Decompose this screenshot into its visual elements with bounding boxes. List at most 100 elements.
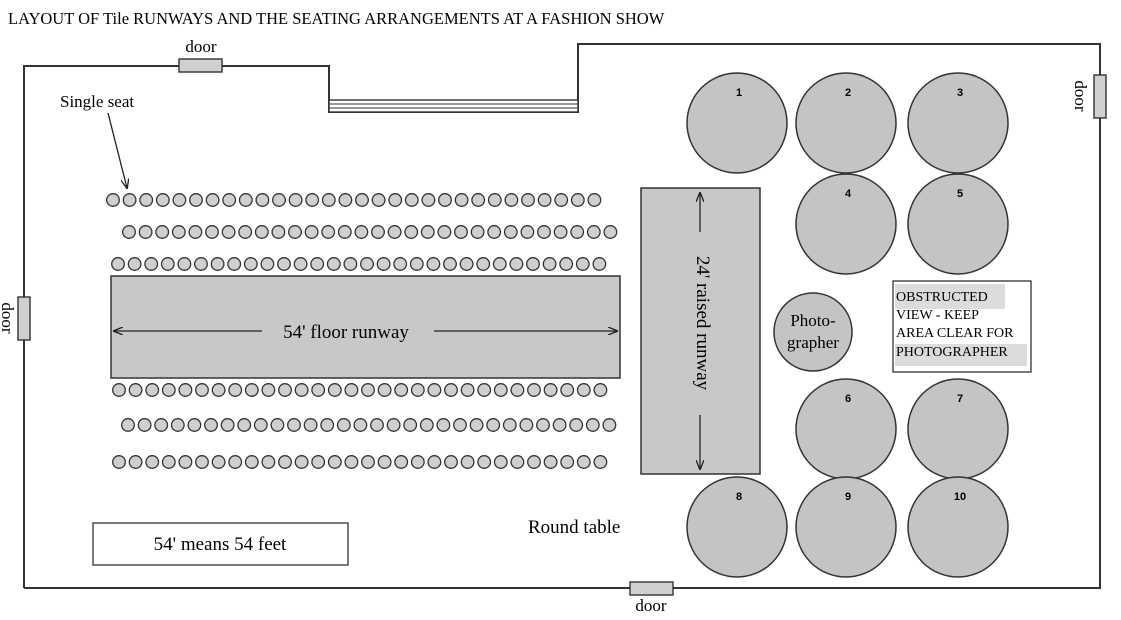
door-right-label: door	[1071, 80, 1090, 112]
raised-runway-label: 24' raised runway	[692, 256, 713, 391]
photographer-label-line2: grapher	[787, 333, 839, 352]
single-seat	[121, 418, 135, 432]
single-seat	[553, 225, 568, 239]
single-seat	[155, 193, 170, 207]
single-seat	[255, 193, 270, 207]
single-seat	[552, 418, 567, 432]
single-seat	[410, 455, 425, 469]
round-table-shape	[907, 476, 1009, 578]
single-seat	[177, 257, 192, 271]
single-seat	[210, 257, 225, 271]
single-seat	[145, 455, 160, 469]
single-seat	[287, 418, 301, 432]
single-seat	[187, 418, 202, 432]
single-seat	[437, 225, 452, 239]
single-seat	[243, 257, 258, 271]
single-seat	[344, 383, 359, 397]
single-seat	[344, 455, 359, 469]
single-seat	[420, 225, 435, 239]
single-seat	[138, 225, 153, 239]
single-seat	[122, 225, 136, 239]
single-seat	[569, 418, 584, 432]
single-seat	[220, 418, 235, 432]
single-seat	[161, 383, 176, 397]
single-seat	[520, 225, 535, 239]
single-seat	[194, 257, 208, 271]
single-seat	[537, 193, 552, 207]
single-seat	[353, 418, 368, 432]
single-seat	[128, 383, 143, 397]
single-seat	[603, 225, 618, 239]
single-seat	[355, 193, 369, 207]
single-seat	[221, 225, 236, 239]
round-table-number: 8	[736, 491, 742, 503]
round-table-number: 7	[957, 393, 963, 405]
single-seat	[238, 193, 253, 207]
round-table-shape	[686, 72, 788, 174]
diagram-title: LAYOUT OF Tile RUNWAYS AND THE SEATING A…	[8, 9, 665, 28]
single-seat	[238, 225, 253, 239]
single-seat	[294, 455, 309, 469]
round-table-number: 9	[845, 491, 851, 503]
single-seat	[311, 383, 326, 397]
door-left-label: door	[0, 302, 17, 334]
single-seat	[271, 225, 286, 239]
door-bottom[interactable]	[629, 581, 674, 596]
single-seat	[244, 383, 259, 397]
single-seat	[454, 193, 469, 207]
single-seat-arrow	[107, 112, 127, 188]
single-seat	[144, 257, 159, 271]
single-seat	[477, 455, 492, 469]
single-seat	[211, 383, 226, 397]
single-seat	[338, 193, 353, 207]
single-seat	[320, 418, 335, 432]
single-seat	[112, 455, 126, 469]
single-seat-label: Single seat	[60, 92, 134, 111]
single-seat	[360, 257, 374, 271]
single-seat	[386, 418, 401, 432]
single-seat	[327, 383, 342, 397]
single-seat	[361, 383, 375, 397]
single-seat	[321, 193, 336, 207]
single-seat	[409, 257, 424, 271]
single-seat	[471, 193, 486, 207]
single-seat	[227, 257, 242, 271]
single-seat	[426, 257, 441, 271]
single-seat	[155, 225, 170, 239]
single-seat	[178, 383, 193, 397]
obstructed-line1: OBSTRUCTED	[896, 290, 988, 305]
round-table-6: 6	[795, 378, 897, 480]
seat-rows	[106, 193, 618, 469]
single-seat	[542, 257, 557, 271]
single-seat	[127, 257, 142, 271]
single-seat	[304, 225, 319, 239]
single-seat	[294, 383, 309, 397]
single-seat	[453, 418, 467, 432]
door-left[interactable]	[17, 296, 31, 341]
round-tables: 1 2 3 4 5 6 7 8 9 10	[686, 72, 1009, 578]
door-top[interactable]	[178, 58, 223, 73]
single-seat	[311, 455, 326, 469]
single-seat	[170, 418, 185, 432]
single-seat	[602, 418, 617, 432]
single-seat	[228, 455, 243, 469]
single-seat	[303, 418, 318, 432]
single-seat	[261, 455, 276, 469]
round-table-shape	[795, 173, 897, 275]
round-table-shape	[907, 72, 1009, 174]
door-right[interactable]	[1093, 74, 1107, 119]
single-seat	[419, 418, 434, 432]
single-seat	[111, 257, 125, 271]
single-seat	[444, 455, 458, 469]
single-seat	[204, 418, 218, 432]
single-seat	[205, 225, 219, 239]
round-table-shape	[795, 72, 897, 174]
single-seat	[128, 455, 143, 469]
single-seat	[154, 418, 169, 432]
raised-runway: 24' raised runway	[640, 187, 761, 475]
round-table-4: 4	[795, 173, 897, 275]
single-seat	[487, 225, 502, 239]
single-seat	[336, 418, 351, 432]
single-seat	[519, 418, 534, 432]
single-seat	[211, 455, 226, 469]
